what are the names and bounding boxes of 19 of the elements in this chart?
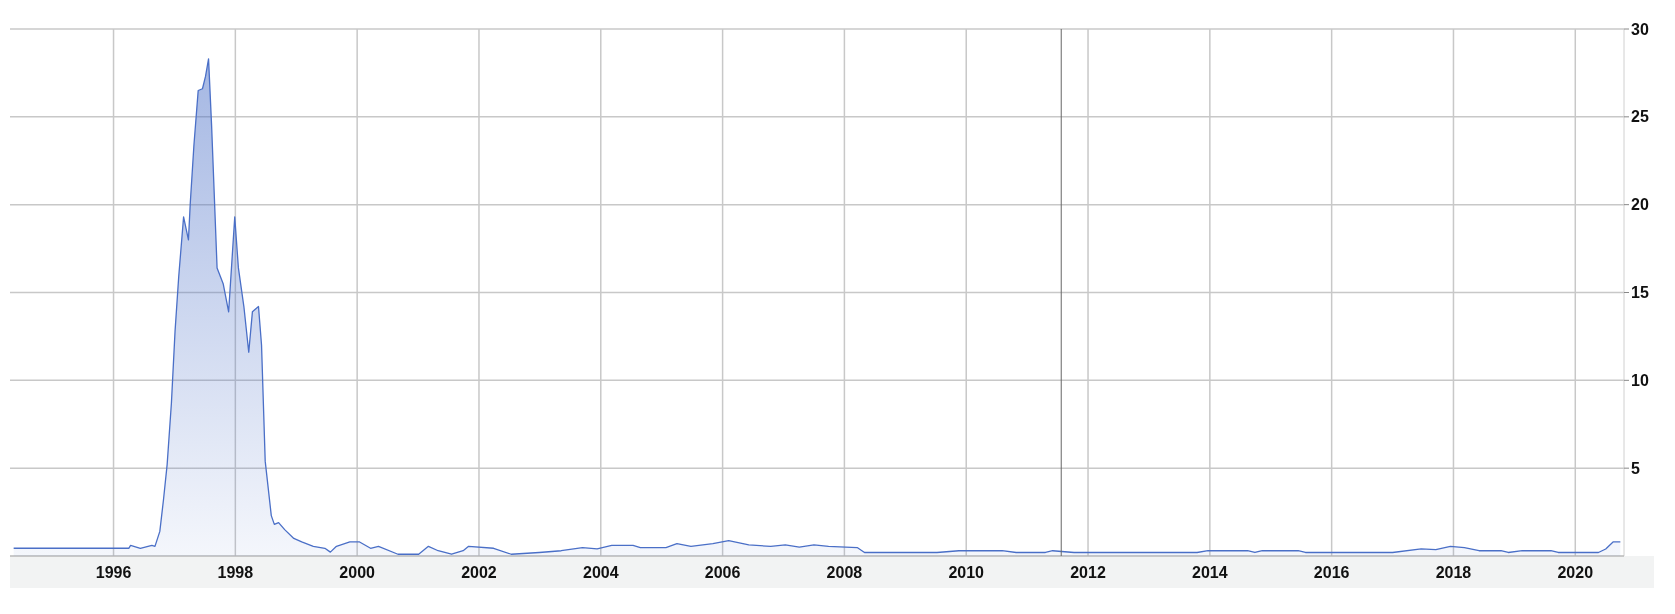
x-tick-label: 2006 bbox=[704, 564, 741, 581]
y-tick-label: 5 bbox=[1631, 459, 1640, 477]
y-tick-label: 10 bbox=[1631, 371, 1649, 389]
x-tick-label: 1998 bbox=[217, 564, 254, 581]
x-tick-label: 2008 bbox=[826, 564, 863, 581]
x-tick-label: 2014 bbox=[1192, 564, 1228, 581]
x-tick-label: 2004 bbox=[582, 564, 619, 581]
x-tick-label: 2010 bbox=[948, 564, 985, 581]
x-tick-label: 2016 bbox=[1313, 564, 1350, 581]
x-tick-label: 2000 bbox=[339, 564, 376, 581]
y-tick-label: 30 bbox=[1631, 20, 1649, 38]
x-tick-label: 2020 bbox=[1557, 564, 1594, 581]
x-tick-label: 2012 bbox=[1070, 564, 1106, 581]
x-tick-label: 1996 bbox=[95, 564, 132, 581]
x-tick-label: 2018 bbox=[1435, 564, 1472, 581]
y-tick-label: 20 bbox=[1631, 196, 1649, 214]
x-tick-label: 2002 bbox=[461, 564, 497, 581]
y-tick-label: 25 bbox=[1631, 108, 1649, 126]
y-tick-label: 15 bbox=[1631, 284, 1649, 302]
